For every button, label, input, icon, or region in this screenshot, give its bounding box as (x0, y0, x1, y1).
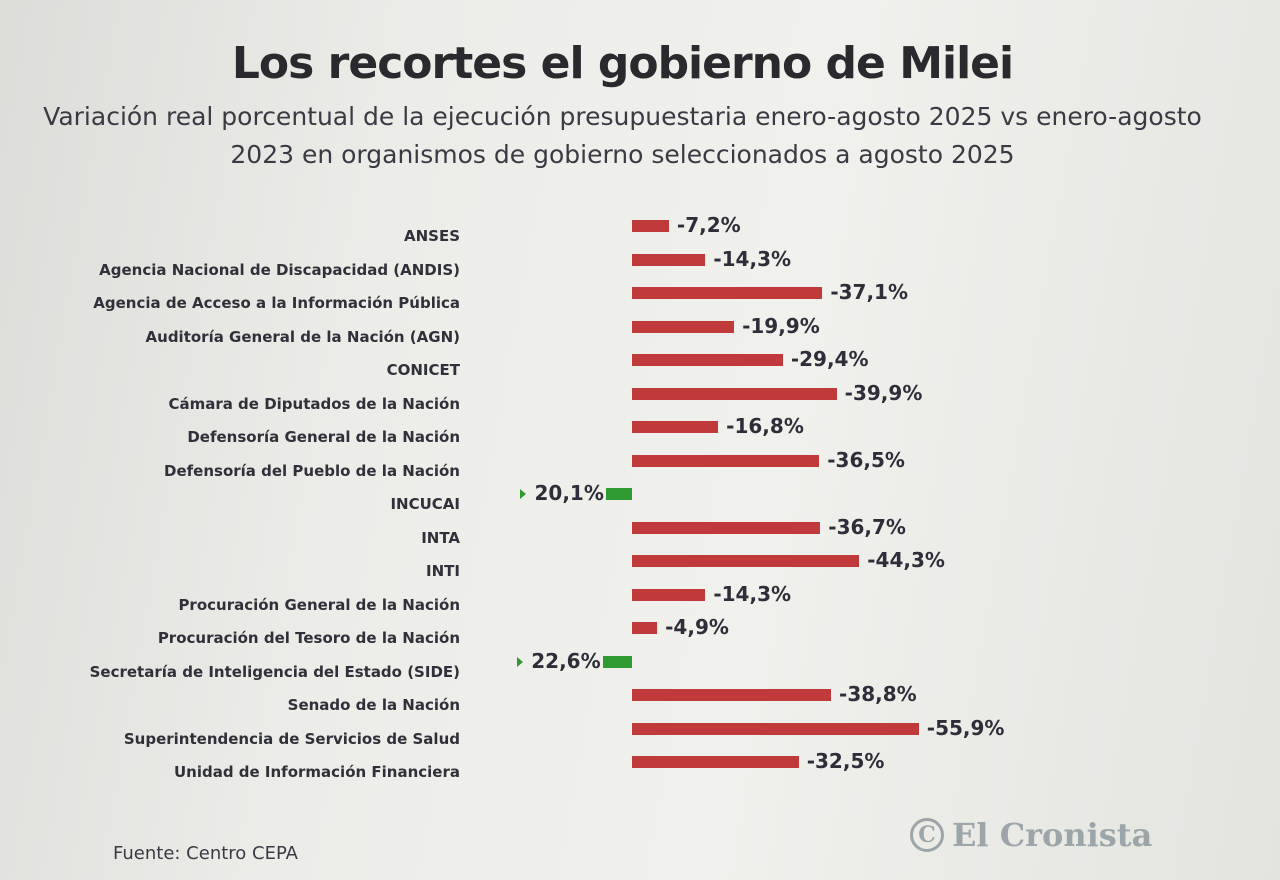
bar-negative (632, 555, 860, 567)
category-label: Procuración del Tesoro de la Nación (157, 629, 460, 647)
category-label: INTA (421, 528, 460, 547)
category-label: Defensoría General de la Nación (187, 428, 460, 446)
data-label: -16,8% (726, 414, 804, 438)
category-label: Procuración General de la Nación (178, 595, 460, 614)
bar-negative (632, 756, 799, 768)
bar-negative (632, 421, 719, 433)
category-label: Senado de la Nación (287, 696, 460, 714)
source-note: Fuente: Centro CEPA (113, 843, 298, 864)
bar-negative (632, 354, 783, 366)
data-label: -19,9% (742, 313, 820, 338)
bar-negative (632, 588, 706, 601)
bar-negative (632, 722, 919, 735)
up-triangle-icon (519, 489, 526, 499)
category-label: CONICET (386, 361, 460, 379)
bar-negative (632, 320, 735, 333)
data-label: -38,8% (839, 682, 917, 706)
category-label: ANSES (403, 227, 460, 245)
category-label: Auditoría General de la Nación (AGN) (145, 327, 460, 346)
data-label: 22,6% (531, 648, 601, 673)
category-label: INCUCAI (390, 495, 460, 513)
data-label: -55,9% (926, 715, 1005, 740)
data-label: -37,1% (830, 280, 908, 304)
category-label: Agencia Nacional de Discapacidad (ANDIS) (99, 260, 460, 279)
logo-text: El Cronista (952, 816, 1153, 854)
category-label: Unidad de Información Financiera (173, 763, 460, 781)
bar-positive (605, 488, 632, 500)
logo-mark-icon: C (910, 818, 944, 852)
bar-negative (632, 622, 658, 634)
data-label: -14,3% (713, 246, 792, 271)
data-label: -44,3% (867, 548, 945, 572)
chart-title: Los recortes el gobierno de Milei (231, 38, 1014, 89)
category-label: Cámara de Diputados de la Nación (168, 394, 460, 413)
chart-subtitle: Variación real porcentual de la ejecució… (43, 102, 1202, 169)
category-label: Superintendencia de Servicios de Salud (123, 729, 460, 748)
category-label: Secretaría de Inteligencia del Estado (S… (89, 662, 460, 681)
data-label: -14,3% (713, 581, 792, 606)
bar-negative (632, 387, 837, 400)
category-label: Agencia de Acceso a la Información Públi… (93, 294, 460, 312)
data-label: -39,9% (844, 380, 923, 405)
bar-negative (632, 454, 820, 467)
data-label: -4,9% (665, 615, 729, 639)
up-triangle-icon (516, 656, 523, 667)
data-label: -32,5% (806, 749, 885, 773)
data-label: -7,2% (676, 213, 741, 237)
bar-negative (632, 220, 669, 232)
data-label: -36,5% (827, 447, 905, 472)
data-label: -29,4% (790, 347, 869, 371)
category-label: Defensoría del Pueblo de la Nación (164, 461, 460, 480)
data-label: -36,7% (828, 514, 906, 539)
el-cronista-logo: C El Cronista (910, 816, 1152, 854)
bar-negative (632, 253, 706, 266)
data-label: 20,1% (534, 481, 604, 505)
category-label: INTI (426, 562, 460, 580)
bar-positive (602, 655, 632, 668)
bar-negative (632, 287, 823, 299)
bar-negative (632, 689, 832, 701)
bar-negative (632, 521, 821, 534)
